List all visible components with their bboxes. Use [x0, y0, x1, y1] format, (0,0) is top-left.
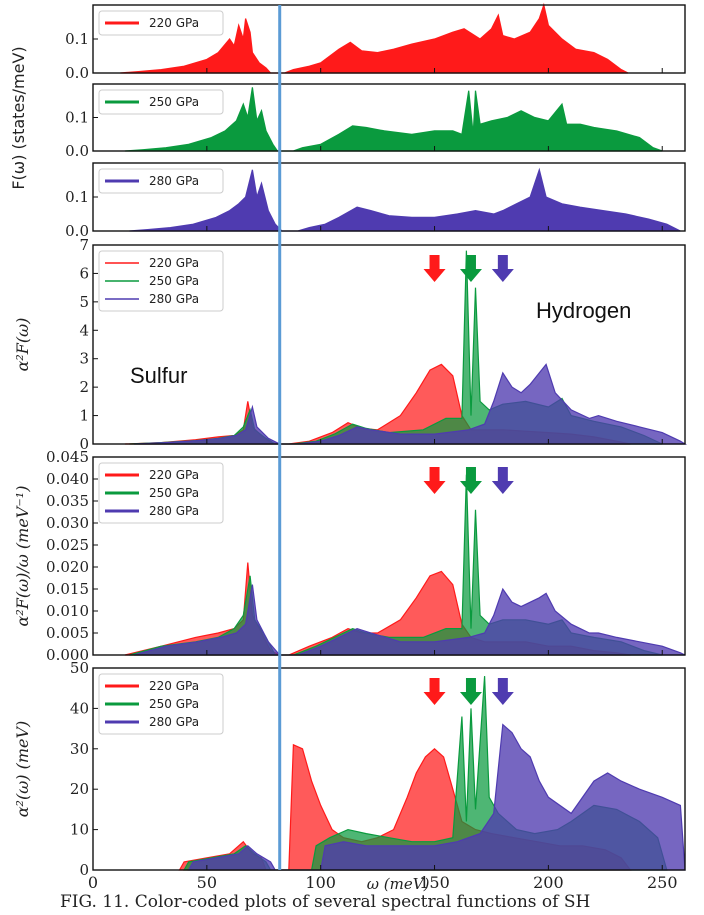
y-tick-label: 4: [79, 321, 89, 339]
legend-label: 220 GPa: [149, 16, 199, 30]
legend-label: 220 GPa: [149, 468, 199, 482]
arrow-purple: [491, 467, 514, 494]
y-tick-label: 5: [79, 293, 89, 311]
y-tick-label: 6: [79, 264, 89, 282]
legend-label: 250 GPa: [149, 274, 199, 288]
legend-label: 250 GPa: [149, 697, 199, 711]
arrow-purple: [491, 678, 514, 705]
legend-label: 250 GPa: [149, 486, 199, 500]
series-area-red: [120, 2, 629, 74]
x-tick-label: 200: [533, 873, 564, 892]
y-tick-label: 0.000: [46, 646, 89, 664]
annotation-hydrogen: Hydrogen: [536, 298, 631, 323]
legend-label: 280 GPa: [149, 292, 199, 306]
y-tick-label: 0.010: [46, 602, 89, 620]
y-axis-label: α²F(ω)/ω (meV⁻¹): [13, 486, 32, 627]
y-tick-label: 0.015: [46, 580, 89, 598]
legend-label: 220 GPa: [149, 679, 199, 693]
y-tick-label: 50: [70, 659, 89, 677]
legend-label: 250 GPa: [149, 95, 199, 109]
y-tick-label: 0.0: [65, 142, 89, 160]
y-tick-label: 1: [79, 407, 89, 425]
y-tick-label: 0.1: [65, 109, 89, 127]
legend-box: [98, 10, 224, 36]
x-tick-label: 150: [419, 873, 450, 892]
y-tick-label: 0.045: [46, 448, 89, 466]
y-tick-label: 0.035: [46, 492, 89, 510]
series-area-green: [124, 87, 663, 152]
legend-label: 280 GPa: [149, 715, 199, 729]
series-area-purple: [129, 167, 681, 232]
x-tick-label: 0: [88, 873, 98, 892]
x-tick-label: 100: [305, 873, 336, 892]
panel-A2FW: 0.000 0.005 0.010 0.015 0.020 0.025 0.030 0.035…: [13, 448, 686, 664]
y-tick-label: 0.025: [46, 536, 89, 554]
y-tick-label: 2: [79, 378, 89, 396]
series-area-purple: [133, 363, 688, 445]
y-tick-label: 10: [70, 821, 89, 839]
y-tick-label: 0.005: [46, 624, 89, 642]
legend-label: 280 GPa: [149, 174, 199, 188]
y-tick-label: 3: [79, 350, 89, 368]
arrow-purple: [491, 255, 514, 282]
y-tick-label: 30: [70, 740, 89, 758]
y-tick-label: 40: [70, 699, 89, 717]
y-tick-label: 20: [70, 780, 89, 798]
y-tick-label: 0.1: [65, 30, 89, 48]
y-tick-label: 0.040: [46, 470, 89, 488]
legend-label: 220 GPa: [149, 256, 199, 270]
arrow-red: [423, 255, 446, 282]
arrow-red: [423, 678, 446, 705]
y-tick-label: 0.0: [65, 64, 89, 82]
legend-box: [98, 89, 224, 115]
arrow-red: [423, 467, 446, 494]
y-tick-label: 0.0: [65, 222, 89, 240]
x-tick-label: 50: [197, 873, 217, 892]
y-axis-label: α²F(ω): [13, 318, 32, 372]
series-area-purple: [133, 584, 686, 656]
series-area-purple: [187, 723, 686, 871]
x-axis-label: ω (meV): [367, 875, 430, 893]
figure-caption: FIG. 11. Color-coded plots of several sp…: [60, 892, 591, 912]
shared-y-axis-label: F(ω) (states/meV): [9, 46, 28, 189]
y-tick-label: 0: [79, 435, 89, 453]
y-tick-label: 0.030: [46, 514, 89, 532]
panel-frame: [92, 667, 686, 871]
arrow-green: [459, 255, 482, 282]
y-tick-label: 7: [79, 236, 89, 254]
annotation-sulfur: Sulfur: [130, 363, 187, 388]
legend-box: [98, 673, 224, 735]
panel-A2F: 0 1 2 3 4 5 6 7 α²F(ω) 220 GPa 250 GPa 280 GPa: [13, 236, 688, 453]
legend-box: [98, 250, 224, 312]
panel-frame: [92, 244, 686, 445]
legend-box: [98, 462, 224, 524]
arrow-green: [459, 678, 482, 705]
y-tick-label: 0: [79, 861, 89, 879]
panel-F280: 0.0 0.1 280 GPa: [65, 162, 686, 240]
y-axis-label: α²(ω) (meV): [13, 721, 32, 818]
arrow-green: [459, 467, 482, 494]
panel-frame: [92, 456, 686, 656]
y-tick-label: 0.020: [46, 558, 89, 576]
panel-A2W: 0 10 20 30 40 50 α²(ω) (meV) 220 GPa 250 GPa 280 …: [13, 659, 686, 879]
panel-F220: 0.0 0.1 220 GPa: [65, 2, 686, 82]
legend-box: [98, 168, 224, 194]
x-tick-label: 250: [647, 873, 678, 892]
legend-label: 280 GPa: [149, 504, 199, 518]
y-tick-label: 0.1: [65, 188, 89, 206]
panel-F250: 0.0 0.1 250 GPa: [65, 83, 686, 160]
